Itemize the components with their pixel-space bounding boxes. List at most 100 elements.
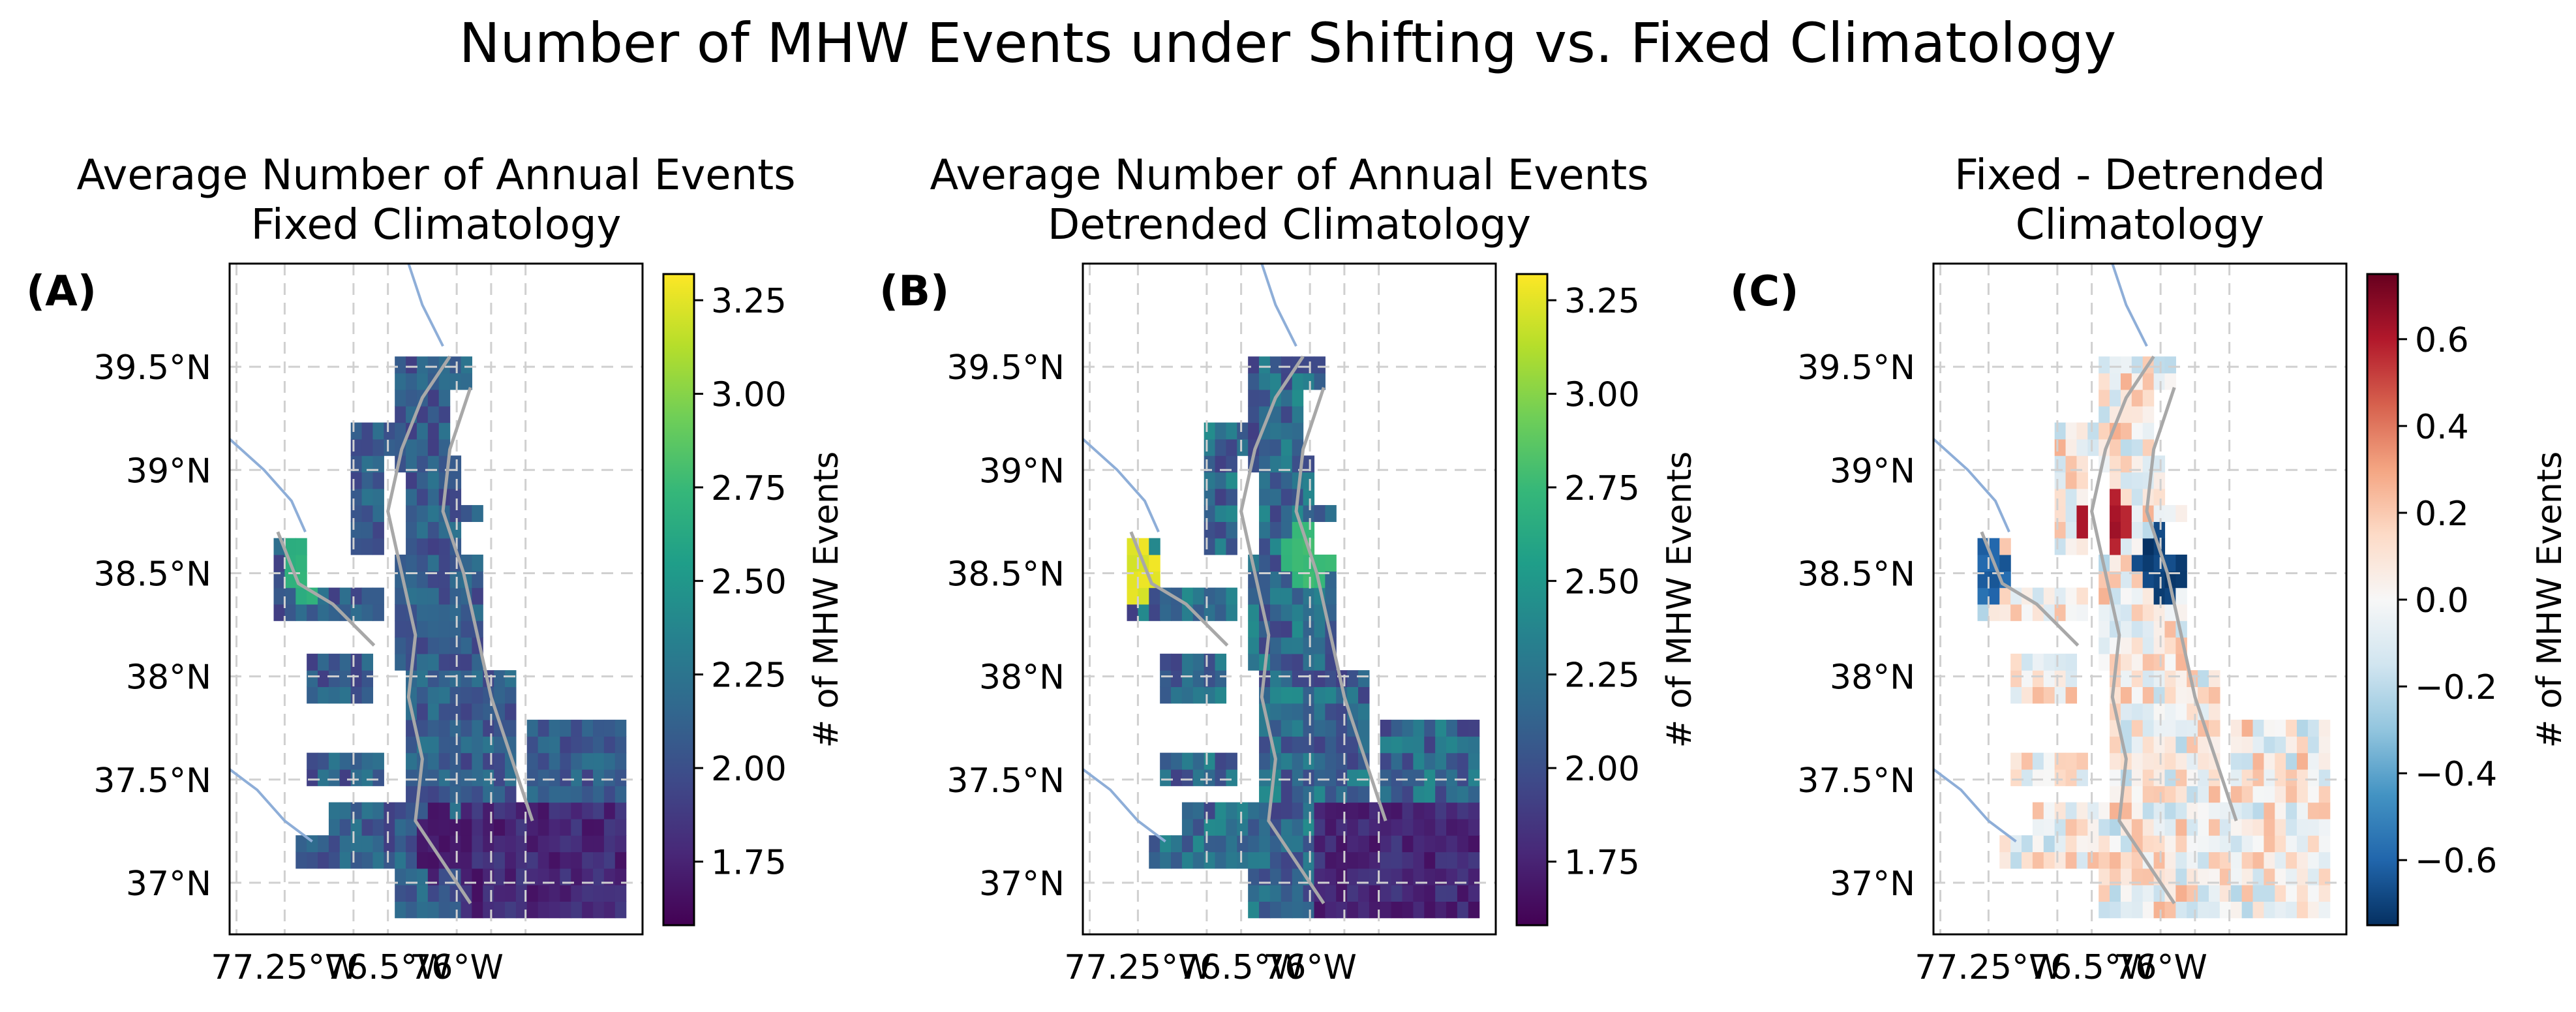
heatmap-cell xyxy=(1314,736,1326,754)
heatmap-cell xyxy=(2065,653,2078,671)
heatmap-cell xyxy=(1303,802,1315,820)
heatmap-cell xyxy=(2187,851,2198,869)
heatmap-cell xyxy=(1303,720,1315,737)
heatmap-cell xyxy=(1269,554,1282,572)
heatmap-cell xyxy=(339,818,352,836)
heatmap-cell xyxy=(2230,818,2243,836)
heatmap-cell xyxy=(2241,901,2254,919)
heatmap-cell xyxy=(1215,835,1227,853)
heatmap-cell xyxy=(2099,389,2110,406)
heatmap-cell xyxy=(1347,786,1359,803)
heatmap-cell xyxy=(1391,752,1403,770)
heatmap-cell xyxy=(2110,818,2121,836)
heatmap-cell xyxy=(2032,752,2044,770)
heatmap-cell xyxy=(1380,868,1392,885)
heatmap-cell xyxy=(2187,769,2198,786)
heatmap-cell xyxy=(1380,736,1392,754)
heatmap-cell xyxy=(2153,901,2166,919)
heatmap-cell xyxy=(438,587,451,605)
heatmap-cell xyxy=(1292,406,1304,423)
heatmap-cell xyxy=(1226,752,1237,770)
heatmap-cell xyxy=(1347,769,1359,786)
heatmap-cell xyxy=(427,769,440,786)
heatmap-cell xyxy=(2252,752,2264,770)
heatmap-cell xyxy=(416,587,429,605)
heatmap-cell xyxy=(350,488,363,506)
heatmap-cell xyxy=(1215,818,1227,836)
heatmap-cell xyxy=(2275,786,2286,803)
heatmap-cell xyxy=(1259,438,1271,456)
heatmap-cell xyxy=(438,422,451,440)
heatmap-cell xyxy=(2131,769,2144,786)
heatmap-cell xyxy=(2187,901,2198,919)
heatmap-cell xyxy=(350,472,363,489)
heatmap-cell xyxy=(438,373,451,390)
heatmap-cell xyxy=(1192,769,1205,786)
heatmap-cell xyxy=(1369,868,1381,885)
heatmap-cell xyxy=(603,885,616,902)
heatmap-cell xyxy=(372,752,384,770)
heatmap-cell xyxy=(2219,851,2232,869)
heatmap-cell xyxy=(2219,868,2232,885)
heatmap-cell xyxy=(2318,769,2331,786)
heatmap-cell xyxy=(2010,670,2022,688)
heatmap-cell xyxy=(2120,621,2132,638)
heatmap-cell xyxy=(339,670,352,688)
heatmap-cell xyxy=(427,554,440,572)
heatmap-cell xyxy=(2307,835,2320,853)
heatmap-cell xyxy=(2175,802,2187,820)
heatmap-cell xyxy=(328,802,341,820)
heatmap-cell xyxy=(1248,373,1260,390)
heatmap-cell xyxy=(1259,736,1271,754)
heatmap-cell xyxy=(2175,670,2187,688)
heatmap-cell xyxy=(461,720,472,737)
colorbar-tick-label: 0.0 xyxy=(2415,581,2469,621)
heatmap-cell xyxy=(438,868,451,885)
heatmap-cell xyxy=(2198,802,2209,820)
heatmap-cell xyxy=(2076,752,2088,770)
heatmap-cell xyxy=(361,835,374,853)
colorbar xyxy=(1515,273,1549,927)
heatmap-cell xyxy=(2120,670,2132,688)
heatmap-cell xyxy=(1988,571,2000,589)
heatmap-cell xyxy=(350,686,363,704)
heatmap-cell xyxy=(2318,901,2331,919)
heatmap-cell xyxy=(1325,769,1337,786)
coastline xyxy=(2090,355,2176,904)
heatmap-cell xyxy=(2175,769,2187,786)
heatmap-cell xyxy=(1380,818,1392,836)
heatmap-cell xyxy=(2131,885,2144,902)
heatmap-cell xyxy=(538,752,550,770)
heatmap-cell xyxy=(472,670,483,688)
heatmap-cell xyxy=(1248,356,1260,374)
heatmap-cell xyxy=(1237,818,1249,836)
heatmap-cell xyxy=(1280,670,1293,688)
heatmap-cell xyxy=(350,802,363,820)
heatmap-cell xyxy=(1358,851,1370,869)
heatmap-cell xyxy=(2164,868,2176,885)
heatmap-cell xyxy=(494,868,506,885)
heatmap-cell xyxy=(1446,752,1458,770)
heatmap-cell xyxy=(1292,670,1304,688)
heatmap-cell xyxy=(2187,802,2198,820)
heatmap-cell xyxy=(2131,868,2144,885)
heatmap-cell xyxy=(416,670,429,688)
heatmap-cell xyxy=(2219,901,2232,919)
heatmap-cell xyxy=(2241,868,2254,885)
heatmap-cell xyxy=(472,505,483,522)
heatmap-cell xyxy=(560,736,571,754)
heatmap-cell xyxy=(361,472,374,489)
heatmap-cell xyxy=(1380,885,1392,902)
heatmap-cell xyxy=(1171,670,1183,688)
heatmap-cell xyxy=(1215,438,1227,456)
heatmap-cell xyxy=(1303,752,1315,770)
heatmap-cell xyxy=(438,389,451,406)
heatmap-cell xyxy=(2076,769,2088,786)
heatmap-cell xyxy=(2187,736,2198,754)
heatmap-cell xyxy=(2065,505,2078,522)
heatmap-cell xyxy=(1269,686,1282,704)
heatmap-cell xyxy=(571,885,583,902)
heatmap-cell xyxy=(2318,752,2331,770)
heatmap-cell xyxy=(472,835,483,853)
heatmap-cell xyxy=(526,851,539,869)
